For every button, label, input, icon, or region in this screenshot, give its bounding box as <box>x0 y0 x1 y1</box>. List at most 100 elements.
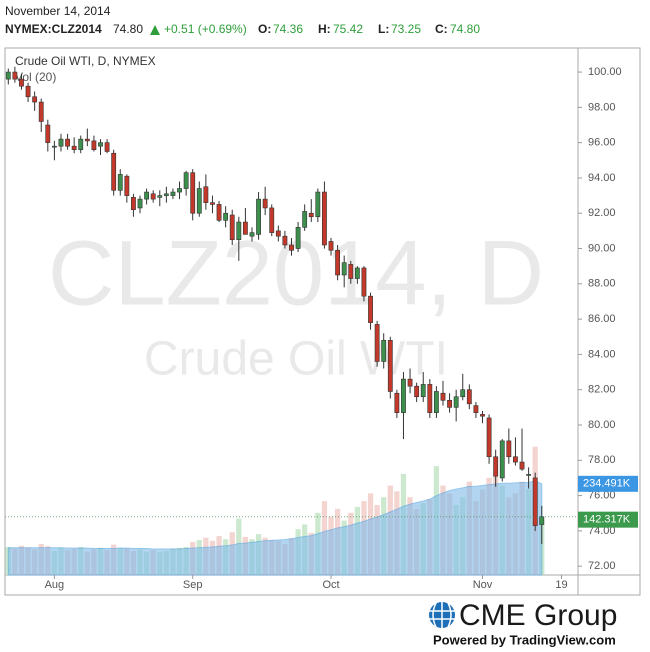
candle-body <box>341 262 347 276</box>
candle-body <box>480 414 485 417</box>
logo: CME Group Powered by TradingView.com <box>429 599 617 647</box>
volume-tag <box>578 511 638 528</box>
volume-legend: Vol (20) <box>15 70 56 84</box>
candle-body <box>65 138 70 147</box>
y-tick-label: 98.00 <box>588 101 616 113</box>
last-price: 74.80 <box>113 22 143 36</box>
candle-body <box>374 324 380 362</box>
volume-ma-area <box>7 480 543 576</box>
candle-body <box>289 244 294 251</box>
candle-body <box>308 212 314 218</box>
candle-body <box>295 227 301 249</box>
x-tick-label: Nov <box>473 579 493 591</box>
candle-body <box>394 392 400 413</box>
candle-body <box>111 152 117 191</box>
candle-body <box>131 197 136 211</box>
y-tick-label: 90.00 <box>588 242 616 254</box>
candle-body <box>473 405 479 413</box>
candle-body <box>84 138 90 142</box>
candle-body <box>229 214 235 241</box>
candle-body <box>242 221 248 235</box>
candle-body <box>78 138 84 151</box>
up-arrow <box>150 25 160 35</box>
candle-body <box>12 71 18 80</box>
candle-body <box>414 385 420 398</box>
candle-body <box>387 339 393 392</box>
ohlc-label: H: <box>318 22 331 36</box>
candle-body <box>368 295 373 323</box>
candle-body <box>98 142 103 147</box>
candle-body <box>466 389 472 405</box>
candle-body <box>256 198 261 235</box>
chart-frame <box>4 47 641 596</box>
candle-body <box>144 191 150 200</box>
candle-body <box>183 172 189 189</box>
candle-body <box>91 140 97 151</box>
candle-body <box>163 193 169 196</box>
candle-body <box>506 440 512 458</box>
candle-body <box>249 232 255 237</box>
ohlc-value: 75.42 <box>333 22 363 36</box>
y-tick-label: 96.00 <box>588 137 616 149</box>
volume-tag <box>578 475 638 492</box>
ohlc-value: 74.80 <box>450 22 480 36</box>
logo-globe-lines <box>429 602 455 628</box>
candle-body <box>460 389 466 398</box>
candle-body <box>104 142 110 152</box>
candle-body <box>493 456 499 477</box>
y-tick-label: 72.00 <box>588 560 616 572</box>
candle-body <box>526 474 532 476</box>
symbol: NYMEX:CLZ2014 <box>5 22 102 36</box>
candle-body <box>275 230 281 237</box>
y-tick-label: 92.00 <box>588 207 616 219</box>
candle-body <box>348 264 354 279</box>
change: +0.51 (+0.69%) <box>164 22 247 36</box>
ohlc-value: 74.36 <box>273 22 303 36</box>
candle-body <box>361 267 367 297</box>
candle-body <box>486 417 492 458</box>
y-tick-label: 76.00 <box>588 489 616 501</box>
y-tick-label: 94.00 <box>588 172 616 184</box>
quote-header: NYMEX:CLZ2014 74.80 +0.51 (+0.69%) O: 74.… <box>5 22 480 36</box>
candle-body <box>124 175 130 196</box>
x-tick-label: Sep <box>183 579 203 591</box>
candle-body <box>302 211 308 228</box>
candle-body <box>282 235 288 246</box>
y-tick-label: 100.00 <box>588 66 622 78</box>
ohlc-label: C: <box>435 22 448 36</box>
candle-body <box>322 191 327 246</box>
candle-body <box>427 384 433 413</box>
candle-body <box>532 477 538 526</box>
candle-body <box>203 186 209 203</box>
y-tick-label: 88.00 <box>588 278 616 290</box>
candle-body <box>177 188 182 193</box>
candle-body <box>157 195 163 198</box>
candle-body <box>499 440 505 479</box>
candle-body <box>335 249 341 276</box>
candle-body <box>420 384 426 398</box>
y-tick-label: 78.00 <box>588 454 616 466</box>
candle-body <box>25 85 31 98</box>
candle-body <box>45 124 51 143</box>
candle-body <box>150 193 156 200</box>
ohlc-label: O: <box>258 22 271 36</box>
y-tick-label: 80.00 <box>588 419 616 431</box>
volume-tag-label: 234.491K <box>583 478 631 490</box>
candle-body <box>262 198 268 209</box>
candle-body <box>71 145 77 151</box>
candle-body <box>196 188 202 214</box>
candle-body <box>170 191 176 196</box>
ohlc-label: L: <box>378 22 389 36</box>
candle-body <box>216 204 222 221</box>
candle-body <box>137 198 143 209</box>
candle-body <box>453 396 459 408</box>
candle-body <box>539 516 545 525</box>
x-tick-label: 19 <box>555 579 567 591</box>
candle-body <box>210 202 215 205</box>
candle-body <box>433 391 439 413</box>
date: November 14, 2014 <box>5 4 111 18</box>
candle-body <box>236 221 242 241</box>
candle-body <box>38 101 44 122</box>
candle-body <box>407 378 413 387</box>
